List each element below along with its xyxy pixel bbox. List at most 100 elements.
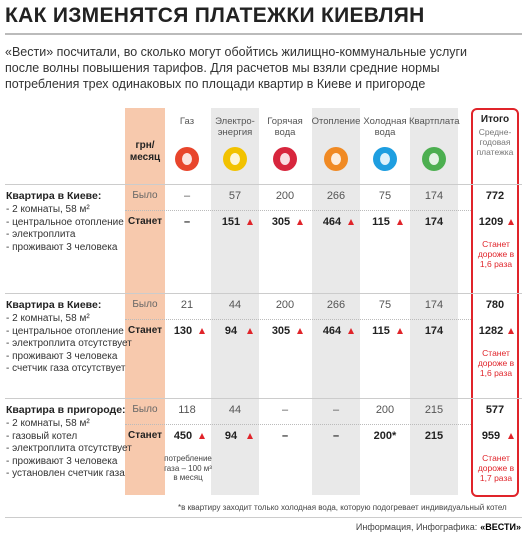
row-divider — [125, 210, 471, 211]
column-label: Квартплата — [409, 116, 460, 127]
up-arrow — [247, 219, 253, 225]
block-detail: - проживают 3 человека — [6, 455, 118, 467]
cell: 75 — [378, 190, 392, 202]
footnote: *в квартиру заходит только холодная вода… — [178, 503, 507, 512]
cell: 464 — [322, 216, 342, 228]
icon — [223, 147, 247, 171]
up-arrow — [348, 219, 354, 225]
block-detail: - счетчик газа отсутствует — [6, 363, 126, 374]
total-cell: 959 — [481, 430, 501, 442]
block-title: Квартира в пригороде: — [6, 404, 126, 416]
cell: 174 — [424, 299, 444, 311]
separator — [5, 293, 522, 294]
gas-note: потребление газа – 100 м³ в месяц — [164, 454, 212, 482]
cell: 266 — [326, 299, 346, 311]
block-title: Квартира в Киеве: — [6, 190, 102, 202]
cell: – — [183, 216, 191, 228]
icon-glyph — [230, 153, 240, 165]
total-frame — [471, 108, 519, 497]
column-label: Электро-энергия — [215, 116, 255, 138]
row-divider — [125, 319, 471, 320]
up-arrow — [199, 328, 205, 334]
up-arrow — [397, 328, 403, 334]
block-detail: - центральное отопление — [6, 216, 124, 228]
up-arrow — [508, 328, 514, 334]
cell: 174 — [424, 190, 444, 202]
cell: 94 — [224, 325, 238, 337]
up-arrow — [199, 433, 205, 439]
cell: 118 — [178, 404, 196, 416]
total-cell: 577 — [485, 404, 505, 416]
cell: – — [183, 190, 191, 202]
source-label: Информация, Инфографика: — [355, 522, 478, 532]
cell: 130 — [173, 325, 193, 337]
title: КАК ИЗМЕНЯТСЯ ПЛАТЕЖКИ КИЕВЛЯН — [5, 4, 425, 27]
block-detail: - 2 комнаты, 58 м² — [6, 204, 90, 215]
cell: 174 — [424, 325, 444, 337]
block-detail: - проживают 3 человека — [6, 350, 118, 362]
separator — [5, 184, 522, 185]
row-label: Станет — [127, 216, 163, 227]
cell: 200 — [275, 190, 295, 202]
total-cell: 780 — [485, 299, 505, 311]
row-divider — [125, 424, 471, 425]
cell: 266 — [326, 190, 346, 202]
block-detail: - электроплита отсутствует — [6, 338, 132, 349]
total-note: Станет дороже в 1,6 раза — [477, 239, 515, 269]
cell: 215 — [424, 430, 444, 442]
icon — [373, 147, 397, 171]
block-detail: - электроплита отсутствует — [6, 443, 132, 454]
up-arrow — [348, 328, 354, 334]
icon — [175, 147, 199, 171]
column-label: Холодная вода — [363, 116, 407, 138]
column-label: Газ — [179, 116, 195, 127]
cell: 151 — [221, 216, 241, 228]
total-note: Станет дороже в 1,6 раза — [477, 348, 515, 378]
cell: 450 — [173, 430, 193, 442]
cell: – — [281, 404, 289, 416]
row-label: Было — [132, 299, 158, 310]
icon — [273, 147, 297, 171]
column-label: Отопление — [311, 116, 361, 127]
block-detail: - газовый котел — [6, 430, 78, 442]
row-label: Станет — [127, 430, 163, 441]
column-label: Горячая вода — [267, 116, 303, 138]
cell: 115 — [372, 216, 390, 228]
icon-glyph — [280, 153, 290, 165]
rule — [5, 33, 522, 35]
cell: – — [281, 430, 289, 442]
up-arrow — [397, 219, 403, 225]
cell: 200* — [373, 430, 397, 442]
row-label: Станет — [127, 325, 163, 336]
cell: 44 — [228, 299, 242, 311]
source-brand: «ВЕСТИ» — [480, 522, 521, 532]
cell: – — [332, 430, 340, 442]
block-detail: - 2 комнаты, 58 м² — [6, 313, 90, 324]
up-arrow — [508, 433, 514, 439]
intro-line: потребления трех одинаковых по площади к… — [5, 77, 426, 91]
row-label: Было — [132, 190, 158, 201]
cell: 21 — [180, 299, 194, 311]
cell: 44 — [228, 404, 242, 416]
cell: 464 — [322, 325, 342, 337]
icon-glyph — [380, 153, 390, 165]
total-cell: 1209 — [478, 216, 504, 228]
intro-line: «Вести» посчитали, во сколько могут обой… — [5, 45, 468, 59]
total-cell: 772 — [485, 190, 505, 202]
total-sublabel: Средне-годовая платежка — [476, 127, 514, 157]
block-detail: - проживают 3 человека — [6, 241, 118, 253]
cell: 75 — [378, 299, 392, 311]
separator — [5, 398, 522, 399]
footer-rule — [5, 517, 522, 518]
icon-glyph — [182, 153, 192, 165]
column-bg — [211, 108, 259, 495]
block-detail: - 2 комнаты, 58 м² — [6, 418, 90, 429]
total-label: Итого — [480, 114, 510, 125]
cell: 215 — [424, 404, 444, 416]
column-bg — [410, 108, 458, 495]
row-label: Было — [132, 404, 158, 415]
cell: 115 — [372, 325, 390, 337]
unit-label: грн/ месяц — [129, 140, 161, 163]
column-bg — [312, 108, 360, 495]
